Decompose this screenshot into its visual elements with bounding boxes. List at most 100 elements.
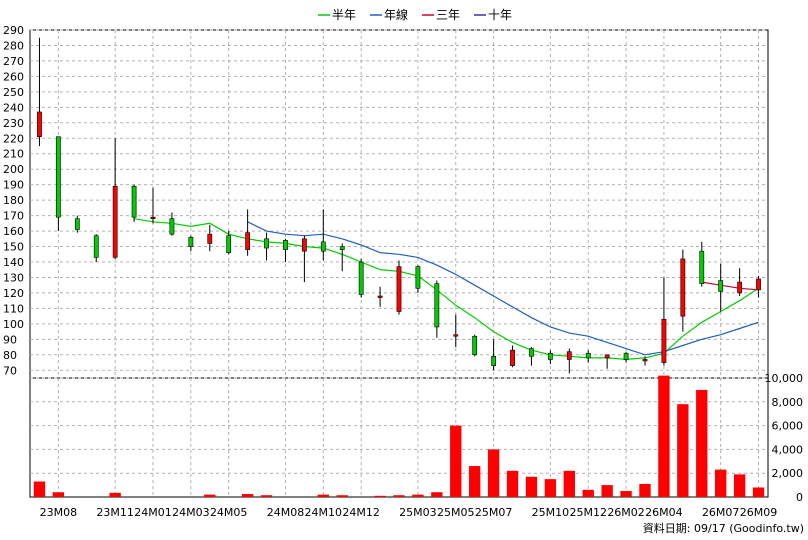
candle-up (680, 258, 686, 317)
volume-bar (601, 485, 613, 497)
candle-up (453, 334, 459, 337)
volume-bar (317, 494, 329, 497)
x-tick-label: 25M12 (569, 506, 607, 519)
volume-bar (658, 375, 670, 497)
price-tick-label: 140 (3, 256, 24, 269)
volume-bar (52, 492, 65, 497)
candle-up (642, 359, 648, 362)
price-tick-label: 190 (3, 179, 24, 192)
candle-up (756, 278, 761, 291)
volume-bar (677, 404, 689, 497)
candle-down (264, 238, 269, 249)
candle-down (56, 136, 61, 218)
x-tick-label: 24M08 (267, 506, 305, 519)
x-axis-labels: 23M08 23M11 24M01 24M03 24M05 24M08 24M10 24M12… (40, 506, 778, 519)
candle-down (339, 246, 345, 250)
x-tick-label: 26M04 (645, 506, 683, 519)
candle-down (548, 352, 553, 360)
candle-down (415, 266, 421, 289)
price-tick-label: 120 (3, 287, 24, 300)
volume-bar (752, 487, 765, 497)
volume-bar (412, 494, 424, 497)
price-tick-label: 200 (3, 163, 24, 176)
volume-bar (450, 425, 462, 497)
volume-panel (29, 377, 769, 498)
candle-down (491, 356, 496, 366)
candle-up (737, 281, 742, 294)
price-tick-label: 90 (3, 333, 17, 346)
price-tick-label: 220 (3, 132, 24, 145)
volume-bar (733, 474, 746, 497)
candle-up (37, 111, 42, 138)
source-note: 資料日期: 09/17 (Goodinfo.tw) (643, 521, 804, 535)
candle-down (169, 218, 175, 235)
price-tick-label: 290 (3, 24, 24, 37)
price-tick-label: 270 (3, 55, 24, 68)
candle-up (661, 318, 667, 363)
x-tick-label: 25M10 (532, 506, 570, 519)
legend-label: 三年 (436, 8, 460, 22)
candle-down (585, 352, 591, 359)
legend-label: 半年 (332, 8, 356, 22)
ma-three-year-line (701, 281, 759, 291)
price-tick-label: 180 (3, 194, 24, 207)
price-tick-label: 80 (3, 349, 17, 362)
candle-up (396, 266, 402, 312)
volume-bar (109, 492, 121, 497)
volume-bar (393, 495, 405, 497)
volume-tick-label: 6,000 (772, 420, 804, 433)
x-tick-label: 24M10 (305, 506, 343, 519)
candle-up (510, 349, 515, 366)
ma-half-year-line (134, 218, 759, 361)
x-tick-label: 25M03 (399, 506, 437, 519)
candle-up (566, 351, 572, 360)
price-tick-label: 170 (3, 210, 24, 223)
price-gridlines (30, 29, 768, 378)
candle-up (207, 233, 213, 244)
legend: 半年 年線 三年 十年 (318, 7, 512, 22)
candle-up (150, 216, 156, 219)
legend-label: 年線 (384, 7, 408, 22)
price-tick-label: 110 (3, 302, 24, 315)
candle-up (604, 354, 610, 359)
x-tick-label: 26M09 (740, 506, 778, 519)
x-tick-label: 24M12 (342, 506, 380, 519)
price-tick-label: 130 (3, 271, 24, 284)
candle-down (699, 250, 705, 284)
candle-up (377, 295, 383, 298)
candle-down (74, 218, 80, 230)
volume-bar (620, 491, 632, 497)
price-tick-label: 100 (3, 318, 24, 331)
price-tick-label: 240 (3, 101, 24, 114)
volume-bar (469, 466, 481, 497)
ma-year-line (247, 221, 759, 356)
volume-tick-label: 10,000 (765, 372, 804, 385)
x-tick-label: 26M07 (702, 506, 740, 519)
volume-bar (336, 495, 348, 497)
volume-bar (696, 389, 708, 497)
x-tick-label: 23M11 (96, 506, 134, 519)
legend-label: 十年 (488, 8, 512, 22)
candle-up (245, 232, 250, 250)
candle-down (131, 185, 137, 218)
volume-bar (715, 469, 727, 497)
candle-down (226, 235, 232, 254)
volume-axis-ticks: 0 2,000 4,000 6,000 8,000 10,000 (765, 372, 804, 504)
price-tick-label: 70 (3, 364, 17, 377)
volume-bar (544, 479, 557, 497)
price-tick-label: 160 (3, 225, 24, 238)
volume-tick-label: 4,000 (772, 443, 804, 456)
candle-down (472, 335, 478, 356)
candle-down (623, 352, 629, 360)
candle-down (434, 283, 440, 328)
price-panel (29, 29, 769, 379)
x-tick-label: 23M08 (40, 506, 78, 519)
volume-tick-label: 2,000 (772, 467, 804, 480)
candle-up (112, 185, 118, 258)
volume-bar (374, 495, 386, 497)
volume-tick-label: 0 (796, 491, 803, 504)
volume-bar (431, 492, 443, 497)
moving-average-lines (134, 218, 759, 361)
price-tick-label: 250 (3, 86, 24, 99)
candle-down (188, 236, 194, 247)
